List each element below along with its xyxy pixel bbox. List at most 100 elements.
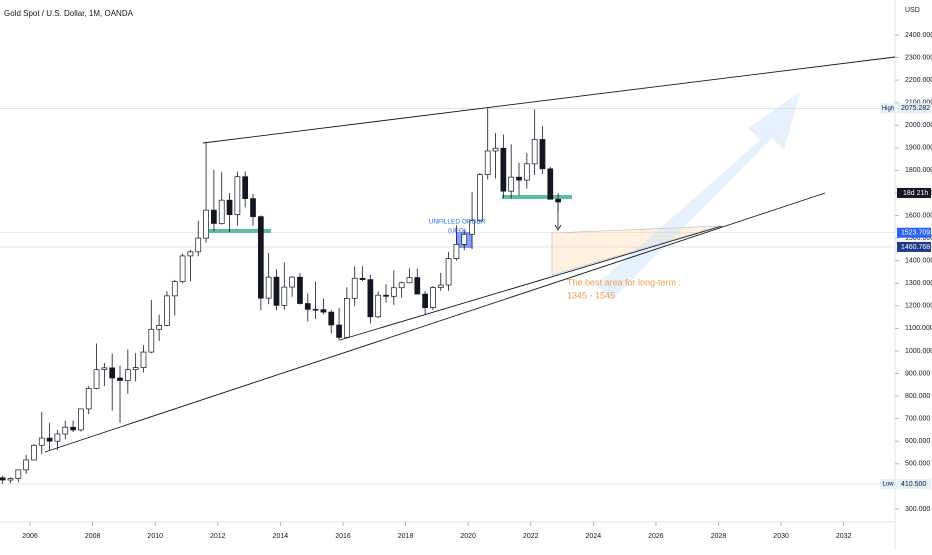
candle-body [375, 294, 382, 318]
x-tick-label: 2008 [85, 533, 101, 540]
y-tick-label: 2000.000 [905, 122, 932, 129]
x-tick-label: 2016 [335, 533, 351, 540]
trend-line [202, 56, 896, 144]
price-label-name: Low [882, 482, 894, 488]
candle-body [218, 199, 225, 224]
y-tick-label: 1400.000 [905, 258, 932, 265]
price-label-name-bg [880, 103, 896, 114]
candle-body [195, 237, 202, 253]
candle-body [54, 433, 61, 442]
candle-body [320, 309, 327, 313]
y-tick-label: 1800.000 [905, 167, 932, 174]
price-label: 2075.282 [901, 105, 930, 112]
y-tick-label: 300.000 [905, 506, 930, 513]
candle-body [234, 176, 241, 215]
candle-body [422, 293, 428, 308]
annotation: The best area for long-term : [567, 277, 681, 287]
support-zone [205, 229, 271, 233]
target-zone [551, 225, 721, 276]
candle-body [414, 277, 421, 295]
candle-body [179, 255, 186, 282]
candle-body [226, 199, 233, 215]
candle-body [351, 277, 358, 299]
candle-body [461, 233, 468, 245]
candle-body [7, 478, 14, 481]
x-tick-label: 2006 [22, 533, 38, 540]
candle-body [547, 168, 554, 200]
candle-body [164, 295, 170, 326]
y-tick-label: 700.000 [905, 415, 930, 422]
price-label-bg [897, 241, 931, 252]
candle-body [101, 367, 108, 371]
x-tick-label: 2020 [460, 533, 476, 540]
x-tick-label: 2028 [711, 533, 727, 540]
candle-body [383, 294, 389, 297]
candle-body [344, 298, 350, 338]
candle-body [78, 408, 84, 431]
candle-body [148, 328, 155, 353]
candle-body [38, 437, 45, 446]
price-label-bg [897, 227, 931, 238]
candle-body [406, 277, 413, 284]
candle-body [124, 369, 131, 381]
support-zone [502, 195, 572, 199]
candle-body [289, 276, 295, 288]
candle-body [211, 209, 217, 224]
chart-title: Gold Spot / U.S. Dollar, 1M, OANDA [4, 9, 134, 18]
x-tick-label: 2022 [523, 533, 539, 540]
x-tick-label: 2012 [210, 533, 226, 540]
candle-body [500, 147, 507, 192]
candle-body [484, 150, 491, 176]
candle-body [523, 163, 530, 181]
y-tick-label: 900.000 [905, 370, 930, 377]
candle-body [492, 147, 499, 152]
y-tick-label: 500.000 [905, 461, 930, 468]
x-tick-label: 2024 [586, 533, 602, 540]
trend-lines [44, 56, 896, 453]
candle-body [257, 216, 264, 299]
candle-body [359, 277, 366, 280]
candle-body [469, 220, 475, 235]
candle-body [390, 287, 397, 297]
candle-body [367, 279, 374, 318]
candle-body [85, 388, 92, 410]
price-label-name-bg [880, 478, 896, 489]
candle-body [46, 437, 53, 442]
y-tick-label: 1100.000 [905, 325, 932, 332]
trend-line [44, 192, 826, 453]
countdown-label: 18d 21h [903, 190, 928, 197]
x-tick-label: 2026 [648, 533, 664, 540]
candle-body [93, 369, 100, 389]
y-tick-label: 800.000 [905, 393, 930, 400]
y-tick-label: 1900.000 [905, 145, 932, 152]
y-tick-label: 1200.000 [905, 303, 932, 310]
axis-unit: USD [905, 7, 920, 14]
candle-body [304, 303, 311, 310]
price-label-bg [897, 478, 931, 489]
x-tick-label: 2032 [836, 533, 852, 540]
candle-body [445, 258, 452, 286]
y-tick-label: 2200.000 [905, 77, 932, 84]
candle-body [281, 286, 288, 306]
y-tick-label: 2400.000 [905, 32, 932, 39]
candle-body [477, 174, 483, 222]
annotation: 1345 - 1545 [567, 290, 615, 300]
candle-body [531, 139, 538, 165]
y-tick-label: 1000.000 [905, 348, 932, 355]
x-tick-label: 2014 [273, 533, 289, 540]
arrow-head [554, 224, 562, 231]
candle-body [0, 477, 6, 481]
price-label: 1460.768 [901, 244, 930, 251]
candle-body [242, 176, 249, 199]
candle-body [430, 287, 436, 308]
candle-body [23, 459, 29, 471]
y-tick-label: 1300.000 [905, 280, 932, 287]
candle-body [132, 367, 139, 371]
trend-line [339, 225, 723, 341]
candle-body [109, 367, 116, 379]
candle-body [297, 276, 303, 304]
candle-body [265, 276, 272, 299]
price-label: 410.500 [901, 481, 926, 488]
candle-body [312, 309, 319, 311]
